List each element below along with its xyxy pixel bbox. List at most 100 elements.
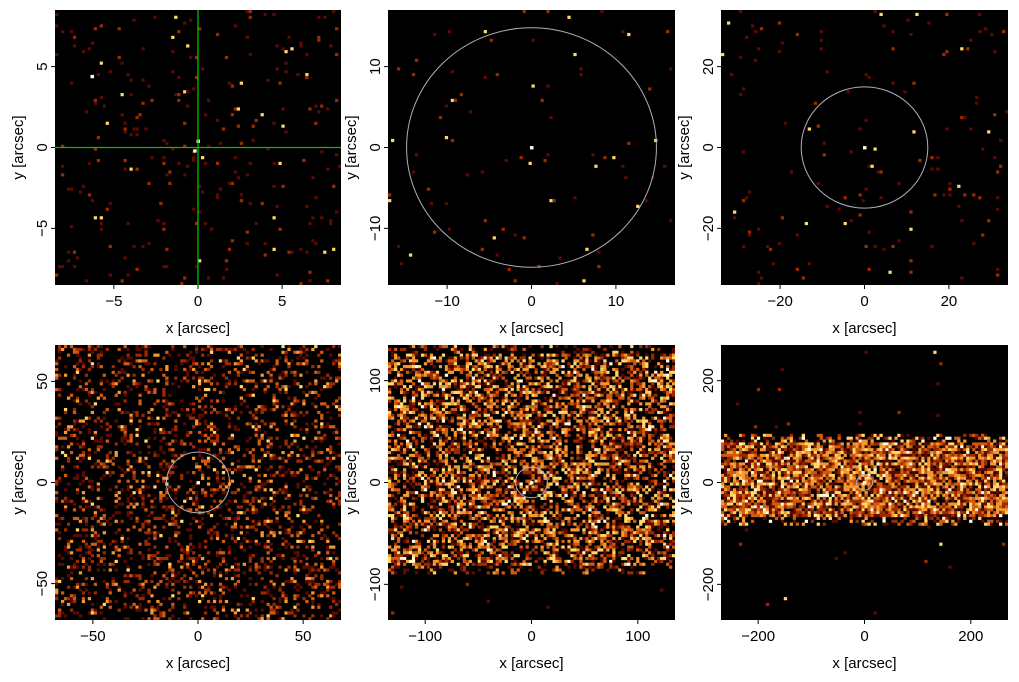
- heatmap-cell: [513, 399, 517, 403]
- heatmap-cell: [230, 511, 235, 515]
- heatmap-cell: [203, 491, 208, 495]
- heatmap-cell: [177, 617, 181, 620]
- heatmap-cell: [573, 356, 577, 360]
- heatmap-cell: [284, 442, 288, 446]
- heatmap-cell: [645, 345, 649, 349]
- heatmap-cell: [314, 476, 318, 480]
- heatmap-cell: [272, 473, 276, 478]
- heatmap-cell: [141, 493, 145, 498]
- heatmap-cell: [615, 436, 619, 440]
- heatmap-cell: [180, 545, 184, 549]
- heatmap-cell: [489, 359, 493, 363]
- heatmap-cell: [777, 21, 782, 25]
- heatmap-cell: [147, 485, 151, 489]
- heatmap-cell: [78, 571, 83, 575]
- heatmap-cell: [269, 608, 273, 612]
- heatmap-cell: [75, 516, 80, 521]
- heatmap-cell: [393, 376, 398, 380]
- heatmap-cell: [495, 253, 499, 257]
- heatmap-cell: [171, 382, 175, 386]
- heatmap-cell: [275, 428, 279, 432]
- heatmap-cell: [642, 359, 646, 363]
- heatmap-cell: [388, 408, 392, 412]
- heatmap-cell: [441, 465, 446, 469]
- heatmap-cell: [732, 210, 737, 214]
- heatmap-cell: [221, 605, 226, 609]
- heatmap-cell: [408, 405, 413, 409]
- heatmap-cell: [630, 408, 634, 412]
- heatmap-cell: [456, 419, 461, 423]
- heatmap-cell: [284, 488, 288, 492]
- heatmap-cell: [60, 144, 65, 148]
- heatmap-cell: [111, 539, 115, 543]
- heatmap-cell: [230, 450, 235, 455]
- heatmap-cell: [498, 362, 502, 366]
- heatmap-cell: [438, 456, 443, 460]
- heatmap-cell: [183, 548, 187, 552]
- heatmap-cell: [114, 599, 118, 604]
- heatmap-cell: [672, 422, 675, 426]
- heatmap-cell: [215, 531, 220, 535]
- heatmap-cell: [441, 390, 446, 394]
- heatmap-cell: [257, 439, 261, 443]
- heatmap-cell: [335, 405, 339, 409]
- heatmap-cell: [171, 571, 175, 575]
- heatmap-cell: [582, 428, 586, 432]
- heatmap-cell: [174, 425, 178, 429]
- heatmap-cell: [183, 21, 187, 25]
- heatmap-cell: [290, 413, 294, 417]
- heatmap-cell: [206, 585, 211, 589]
- heatmap-cell: [305, 493, 309, 498]
- heatmap-cell: [212, 373, 217, 377]
- heatmap-cell: [399, 347, 404, 352]
- heatmap-cell: [957, 184, 961, 188]
- heatmap-cell: [195, 493, 199, 498]
- heatmap-cell: [206, 98, 211, 102]
- heatmap-cell: [117, 55, 121, 59]
- heatmap-cell: [636, 373, 640, 377]
- heatmap-cell: [636, 382, 640, 386]
- heatmap-cell: [870, 164, 874, 168]
- heatmap-cell: [660, 419, 664, 423]
- heatmap-cell: [90, 502, 95, 506]
- heatmap-cell: [81, 184, 86, 188]
- heatmap-cell: [447, 402, 452, 406]
- heatmap-cell: [192, 207, 196, 211]
- heatmap-cell: [537, 433, 541, 437]
- heatmap-cell: [284, 539, 288, 543]
- heatmap-cell: [411, 382, 416, 386]
- heatmap-cell: [329, 382, 333, 386]
- heatmap-cell: [195, 55, 199, 59]
- heatmap-cell: [314, 568, 318, 572]
- heatmap-cell: [218, 499, 223, 503]
- heatmap-cell: [96, 158, 100, 163]
- heatmap-cell: [308, 390, 312, 394]
- heatmap-cell: [432, 230, 437, 234]
- heatmap-cell: [212, 508, 217, 512]
- heatmap-cell: [423, 416, 428, 420]
- heatmap-cell: [227, 548, 232, 552]
- heatmap-cell: [251, 416, 255, 420]
- heatmap-cell: [447, 448, 452, 452]
- heatmap-cell: [129, 362, 133, 366]
- heatmap-cell: [603, 413, 607, 417]
- heatmap-cell: [492, 445, 496, 449]
- heatmap-cell: [126, 528, 130, 532]
- heatmap-cell: [471, 367, 475, 372]
- heatmap-cell: [117, 588, 121, 592]
- heatmap-cell: [534, 390, 538, 394]
- heatmap-cell: [552, 422, 556, 426]
- heatmap-cell: [284, 359, 288, 363]
- heatmap-cell: [525, 416, 529, 420]
- heatmap-cell: [245, 393, 249, 397]
- heatmap-cell: [495, 370, 499, 374]
- heatmap-cell: [114, 491, 118, 495]
- heatmap-cell: [248, 565, 252, 569]
- heatmap-cell: [537, 416, 541, 420]
- heatmap-cell: [546, 353, 550, 357]
- heatmap-cell: [534, 393, 538, 397]
- heatmap-cell: [585, 365, 589, 369]
- heatmap-cell: [221, 608, 226, 612]
- heatmap-cell: [203, 448, 208, 452]
- heatmap-cell: [453, 365, 458, 369]
